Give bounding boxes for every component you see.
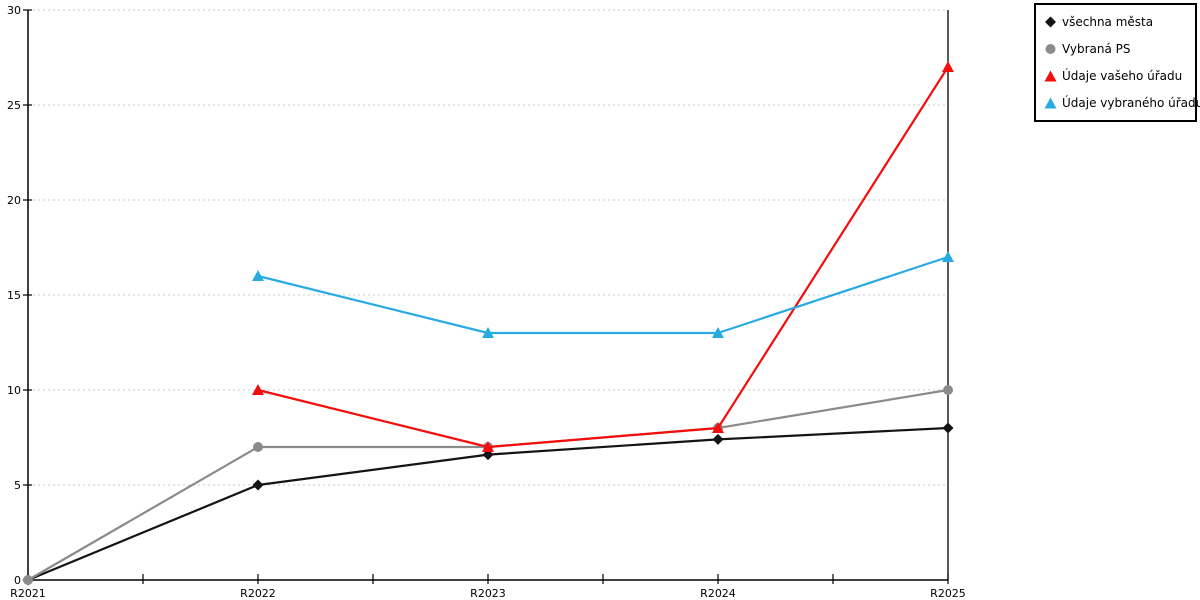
diamond-marker-icon (1044, 16, 1057, 28)
triangle-marker (712, 422, 724, 433)
triangle-marker (252, 384, 264, 395)
x-axis-tick-label: R2021 (10, 587, 46, 600)
legend-item-udaje-vybraneho-uradu[interactable]: Údaje vybraného úřadu (1044, 96, 1200, 110)
x-axis-tick-label: R2023 (470, 587, 506, 600)
y-axis-tick-label: 25 (7, 99, 21, 112)
legend: všechna města Vybraná PS Údaje vašeho úř… (1034, 3, 1200, 122)
triangle-marker (482, 327, 494, 338)
y-axis-tick-label: 5 (14, 479, 21, 492)
diamond-marker (252, 479, 264, 491)
legend-item-vybrana-ps[interactable]: Vybraná PS (1044, 42, 1193, 56)
legend-item-label: Vybraná PS (1062, 41, 1131, 56)
x-axis-tick-label: R2022 (240, 587, 276, 600)
triangle-marker (712, 327, 724, 338)
x-axis-tick-label: R2025 (930, 587, 966, 600)
y-axis-tick-label: 10 (7, 384, 21, 397)
triangle-marker-icon (1044, 97, 1057, 109)
legend-item-label: Údaje vašeho úřadu (1062, 69, 1183, 84)
circle-marker (23, 575, 33, 585)
diamond-marker (712, 433, 724, 445)
triangle-marker (942, 61, 954, 72)
triangle-marker (942, 251, 954, 262)
series-line-3 (257, 255, 949, 335)
series-line-2 (257, 66, 949, 449)
legend-item-label: všechna města (1062, 14, 1154, 29)
y-axis-tick-label: 30 (7, 4, 21, 17)
y-axis-tick-label: 20 (7, 194, 21, 207)
diamond-marker (942, 422, 954, 434)
y-axis-tick-label: 0 (14, 574, 21, 587)
triangle-marker (252, 270, 264, 281)
circle-marker (943, 385, 953, 395)
legend-item-udaje-vaseho-uradu[interactable]: Údaje vašeho úřadu (1044, 69, 1193, 83)
y-axis-tick-label: 15 (7, 289, 21, 302)
legend-item-label: Údaje vybraného úřadu (1062, 96, 1200, 111)
legend-item-vsechna-mesta[interactable]: všechna města (1044, 15, 1193, 29)
x-axis-tick-label: R2024 (700, 587, 736, 600)
triangle-marker (482, 441, 494, 452)
circle-marker (253, 442, 263, 452)
triangle-marker-icon (1044, 70, 1057, 82)
circle-marker-icon (1044, 43, 1057, 55)
